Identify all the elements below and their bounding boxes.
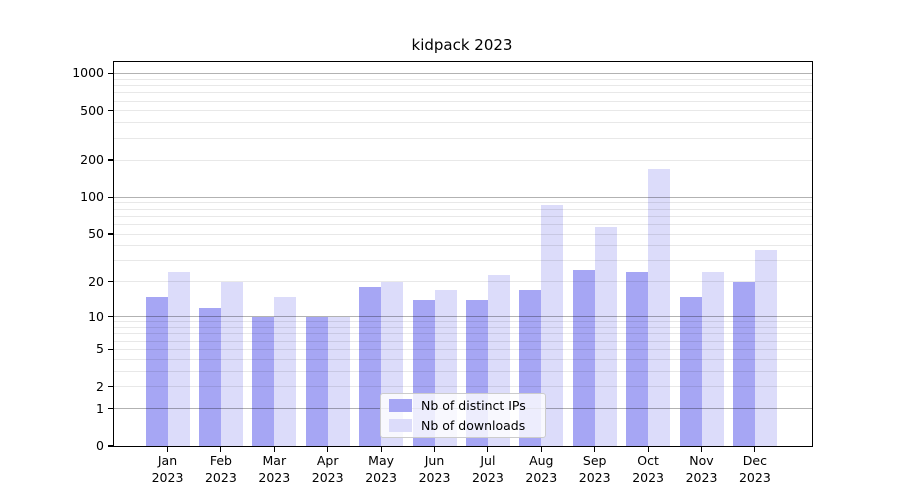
x-tick-label-5: Jun 2023 — [418, 453, 451, 485]
x-tick-mark-3 — [327, 447, 329, 452]
bar-downloads-3 — [327, 316, 350, 446]
plot-area: 1000 500 200 100 50 20 10 5 2 1 0 Jan 2023 Feb 2023 M… — [72, 61, 813, 485]
y-tick-mark-0 — [108, 445, 113, 447]
x-tick-mark-8 — [594, 447, 596, 452]
x-tick-mark-6 — [487, 447, 489, 452]
x-tick-label-11: Dec 2023 — [738, 453, 771, 485]
y-tick-label-1: 1 — [96, 400, 104, 416]
x-tick-label-4: May 2023 — [365, 453, 397, 485]
y-tick-label-500: 500 — [80, 102, 104, 118]
legend-label-downloads: Nb of downloads — [421, 418, 526, 433]
legend-item-downloads: Nb of downloads — [381, 417, 545, 434]
legend: Nb of distinct IPs Nb of downloads — [380, 393, 546, 438]
y-tick-mark-500 — [108, 110, 113, 112]
bar-ips-0 — [145, 296, 168, 446]
y-tick-mark-5 — [108, 348, 113, 350]
x-tick-label-6: Jul 2023 — [471, 453, 504, 485]
bar-ips-3 — [305, 316, 328, 446]
y-tick-mark-200 — [108, 159, 113, 161]
x-tick-label-2: Mar 2023 — [258, 453, 291, 485]
x-tick-mark-4 — [380, 447, 382, 452]
x-tick-mark-7 — [540, 447, 542, 452]
y-tick-mark-50 — [108, 233, 113, 235]
bar-ips-8 — [572, 270, 595, 446]
y-tick-label-10: 10 — [88, 308, 104, 324]
y-tick-label-0: 0 — [96, 438, 104, 453]
x-tick-mark-0 — [166, 447, 169, 452]
x-tick-mark-2 — [273, 447, 275, 452]
bar-downloads-1 — [220, 281, 243, 446]
legend-swatch-downloads — [389, 419, 412, 432]
y-tick-label-5: 5 — [96, 341, 104, 357]
x-tick-label-3: Apr 2023 — [311, 453, 344, 485]
bar-downloads-11 — [754, 249, 777, 446]
x-tick-label-7: Aug 2023 — [525, 453, 558, 485]
x-tick-label-9: Oct 2023 — [632, 453, 664, 485]
x-tick-label-1: Feb 2023 — [204, 453, 237, 485]
x-tick-mark-1 — [220, 447, 222, 452]
y-tick-mark-10 — [108, 316, 113, 318]
y-tick-mark-2 — [108, 386, 113, 388]
bar-ips-9 — [626, 272, 649, 446]
legend-label-distinct-ips: Nb of distinct IPs — [421, 398, 526, 413]
x-tick-label-10: Nov 2023 — [685, 453, 718, 485]
bar-downloads-7 — [541, 204, 564, 446]
bar-ips-4 — [359, 287, 382, 446]
y-tick-label-1000: 1000 — [72, 65, 104, 81]
y-tick-mark-1 — [108, 408, 113, 410]
x-tick-label-8: Sep 2023 — [578, 453, 611, 485]
y-tick-label-100: 100 — [80, 189, 104, 205]
bar-downloads-10 — [701, 272, 724, 446]
chart-title: kidpack 2023 — [411, 36, 513, 54]
x-tick-label-0: Jan 2023 — [151, 453, 184, 485]
y-tick-mark-100 — [108, 196, 113, 198]
x-tick-mark-11 — [754, 447, 756, 452]
x-tick-mark-9 — [647, 447, 649, 452]
bar-downloads-2 — [274, 296, 297, 446]
bar-ips-10 — [679, 296, 702, 446]
legend-swatch-distinct-ips — [389, 399, 412, 412]
y-tick-mark-1000 — [108, 72, 113, 75]
y-tick-mark-20 — [108, 281, 113, 283]
bar-downloads-8 — [594, 227, 617, 446]
y-tick-label-2: 2 — [96, 378, 104, 394]
bar-ips-1 — [198, 307, 221, 446]
bar-ips-2 — [252, 316, 275, 446]
axis-ticks-layer: 1000 500 200 100 50 20 10 5 2 1 0 Jan 2023 Feb 2023 M… — [72, 62, 812, 485]
x-tick-mark-10 — [700, 447, 703, 452]
y-tick-label-20: 20 — [88, 273, 104, 289]
x-tick-mark-5 — [433, 447, 436, 452]
y-tick-label-200: 200 — [80, 152, 104, 168]
y-tick-label-50: 50 — [88, 226, 104, 241]
bar-downloads-0 — [167, 272, 190, 446]
bar-ips-11 — [732, 281, 755, 446]
bar-downloads-9 — [648, 168, 671, 446]
legend-item-distinct-ips: Nb of distinct IPs — [381, 397, 545, 414]
